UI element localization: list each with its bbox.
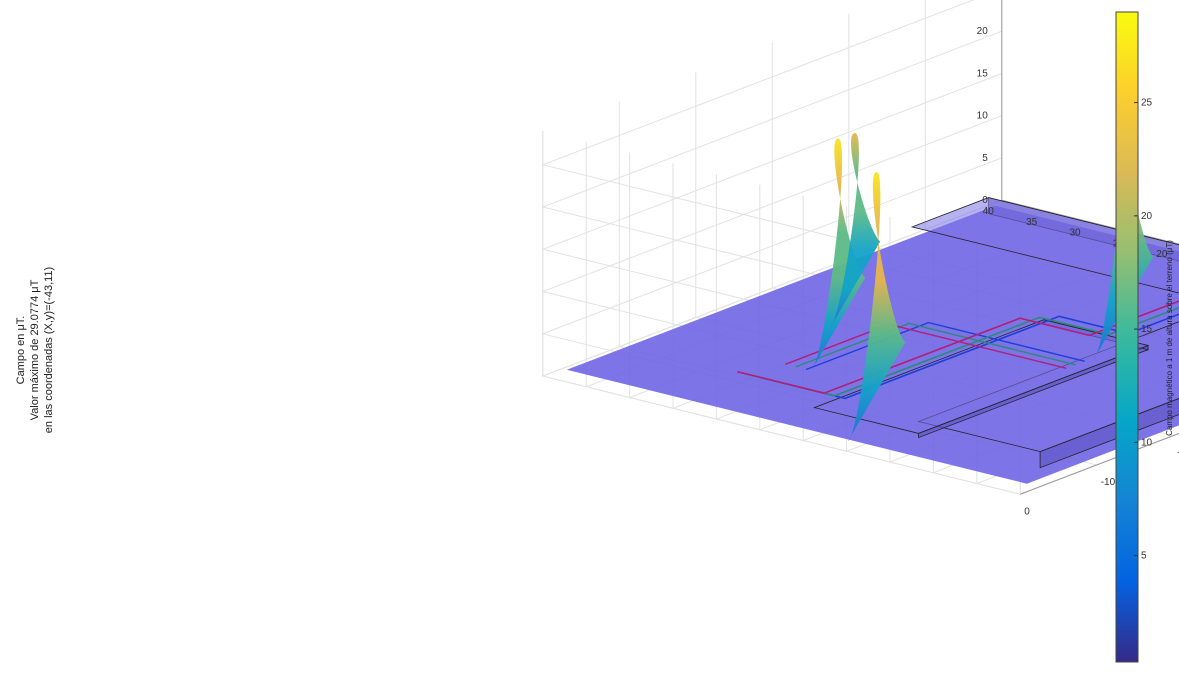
z-label-line-2: Valor máximo de 29.0774 μT bbox=[29, 279, 41, 420]
z-tick-label: 20 bbox=[977, 26, 989, 37]
x-tick-label: 0 bbox=[1024, 506, 1030, 517]
y-tick-label: 35 bbox=[1026, 217, 1038, 228]
colorbar-tick-label: 15 bbox=[1141, 324, 1153, 335]
colorbar-tick-label: 5 bbox=[1141, 551, 1147, 562]
colorbar-gradient bbox=[1116, 12, 1138, 662]
colorbar-label: Campo magnético a 1 m de altura sobre el… bbox=[1165, 240, 1174, 436]
colorbar-tick-label: 20 bbox=[1141, 211, 1153, 222]
z-label-line-3: en las coordenadas (X,y)=(-43,11) bbox=[43, 267, 55, 433]
y-tick-label: 40 bbox=[983, 206, 995, 217]
z-label-line-1: Campo en μT. bbox=[15, 316, 27, 385]
colorbar-tick-label: 10 bbox=[1141, 437, 1153, 448]
z-tick-label: 0 bbox=[982, 195, 988, 206]
y-tick-label: 30 bbox=[1069, 228, 1081, 239]
colorbar-tick-label: 25 bbox=[1141, 98, 1153, 109]
z-tick-label: 5 bbox=[982, 153, 988, 164]
x-tick-label: -10 bbox=[1101, 477, 1116, 488]
z-axis-label: Campo en μT. Valor máximo de 29.0774 μT … bbox=[15, 267, 55, 433]
z-tick-label: 15 bbox=[977, 68, 989, 79]
z-tick-label: 10 bbox=[977, 111, 989, 122]
